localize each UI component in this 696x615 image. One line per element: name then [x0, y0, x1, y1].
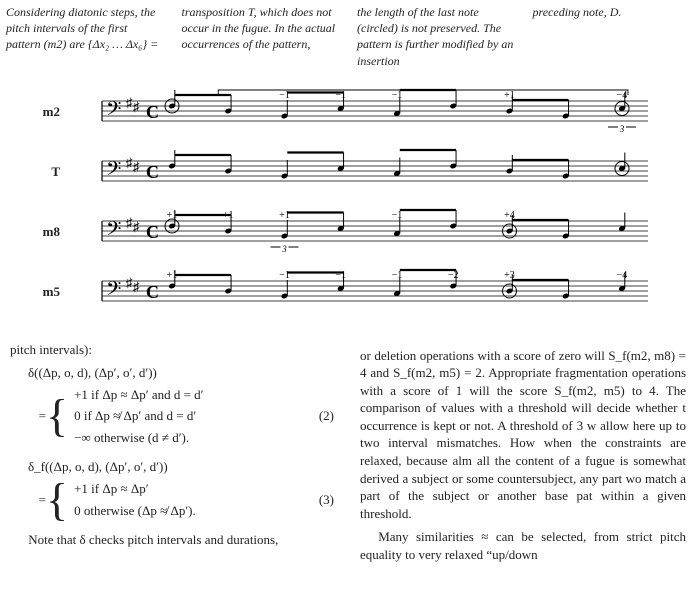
svg-text:3: 3 [281, 244, 287, 254]
eq2-case-2: 0 if Δp ≉ Δp′ and d = d′ [74, 407, 203, 425]
eq3-number: (3) [319, 491, 334, 509]
svg-text:♯: ♯ [126, 275, 133, 290]
staff-label: T [20, 163, 68, 181]
staff-row: T 𝄢 ♯♯ C [20, 147, 676, 197]
eq2-lhs: δ((Δp, o, d), (Δp′, o′, d′)) [28, 364, 336, 382]
right-paragraph-2: Many similarities ≈ can be selected, fro… [360, 528, 686, 563]
figure-caption-columns: Considering diatonic steps, the pitch in… [0, 0, 696, 69]
svg-text:−1: −1 [392, 210, 403, 221]
body-columns: pitch intervals): δ((Δp, o, d), (Δp′, o′… [0, 327, 696, 570]
staff-label: m2 [20, 103, 68, 121]
svg-text:C: C [146, 162, 159, 182]
svg-text:C: C [146, 102, 159, 122]
svg-text:−1: −1 [392, 270, 403, 281]
eq3-case-1: +1 if Δp ≈ Δp′ [74, 480, 196, 498]
svg-text:𝄢: 𝄢 [106, 279, 121, 305]
staff-row: m8𝄢♯♯C+1+13+1−1+4 [20, 207, 676, 257]
eq2-number: (2) [319, 407, 334, 425]
brace-icon: { [46, 395, 68, 436]
svg-text:♯: ♯ [133, 219, 140, 234]
left-heading: pitch intervals): [10, 342, 92, 357]
svg-text:♯: ♯ [133, 99, 140, 114]
right-paragraph-1: or deletion operations with a score of z… [360, 347, 686, 522]
svg-text:C: C [146, 222, 159, 242]
svg-text:𝄢: 𝄢 [106, 219, 121, 245]
svg-text:♯: ♯ [133, 279, 140, 294]
right-column: or deletion operations with a score of z… [360, 341, 686, 570]
svg-text:−1: −1 [392, 90, 403, 101]
caption-col-4: preceding note, D. [533, 4, 691, 69]
staff-svg: 𝄢♯♯C−1−1−1+13−4 [68, 87, 676, 137]
caption-col-3: the length of the last note (circled) is… [357, 4, 515, 69]
caption-col-1: Considering diatonic steps, the pitch in… [6, 4, 164, 69]
staff-row: m2𝄢♯♯C−1−1−1+13−4 [20, 87, 676, 137]
staff-label: m5 [20, 283, 68, 301]
svg-text:𝄢: 𝄢 [106, 99, 121, 125]
staff-row: m5𝄢♯♯C+1−1−1−1−2+3−4 [20, 267, 676, 317]
brace-icon: { [46, 479, 68, 520]
eq3-lhs: δ_f((Δp, o, d), (Δp′, o′, d′)) [28, 458, 336, 476]
staff-svg: 𝄢♯♯C+1−1−1−1−2+3−4 [68, 267, 676, 317]
svg-text:C: C [146, 282, 159, 302]
eq3-case-2: 0 otherwise (Δp ≉ Δp′). [74, 502, 196, 520]
equation-3: δ_f((Δp, o, d), (Δp′, o′, d′)) = { +1 if… [28, 458, 336, 521]
svg-text:+1: +1 [223, 210, 234, 221]
svg-text:−4: −4 [617, 90, 628, 101]
staff-svg: 𝄢 ♯♯ C [68, 147, 676, 197]
svg-text:𝄢: 𝄢 [106, 159, 121, 185]
svg-text:−1: −1 [335, 270, 346, 281]
svg-text:♯: ♯ [126, 155, 133, 170]
svg-text:−2: −2 [448, 270, 459, 281]
svg-text:3: 3 [619, 124, 625, 134]
caption-col-2: transposition T, which does not occur in… [182, 4, 340, 69]
svg-text:−1: −1 [335, 90, 346, 101]
svg-text:♯: ♯ [126, 215, 133, 230]
staff-svg: 𝄢♯♯C+1+13+1−1+4 [68, 207, 676, 257]
svg-text:♯: ♯ [126, 95, 133, 110]
left-column: pitch intervals): δ((Δp, o, d), (Δp′, o′… [10, 341, 336, 570]
svg-text:−4: −4 [617, 270, 628, 281]
staff-label: m8 [20, 223, 68, 241]
eq2-case-3: −∞ otherwise (d ≠ d′). [74, 429, 203, 447]
left-paragraph: Note that δ checks pitch intervals and d… [10, 531, 336, 549]
equation-2: δ((Δp, o, d), (Δp′, o′, d′)) = { +1 if Δ… [28, 364, 336, 448]
svg-text:♯: ♯ [133, 159, 140, 174]
eq2-case-1: +1 if Δp ≈ Δp′ and d = d′ [74, 386, 203, 404]
music-figure: m2𝄢♯♯C−1−1−1+13−4T𝄢♯♯Cm8𝄢♯♯C+1+13+1−1+4m… [20, 87, 676, 317]
